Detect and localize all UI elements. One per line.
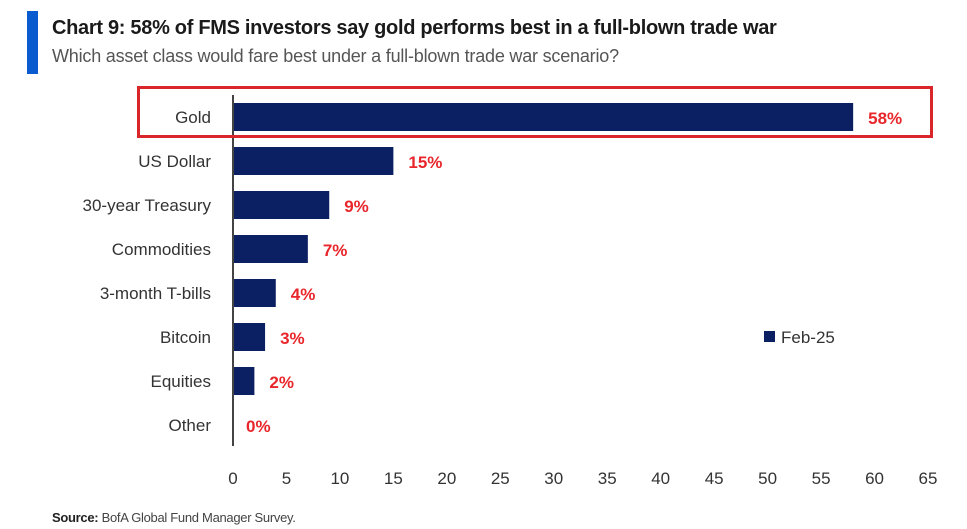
data-label: 4% — [291, 285, 316, 304]
chart-title: Chart 9: 58% of FMS investors say gold p… — [52, 17, 777, 39]
accent-bar — [27, 11, 38, 74]
source-note: Source: BofA Global Fund Manager Survey. — [52, 510, 296, 525]
bar-equities — [233, 367, 255, 395]
data-label: 7% — [323, 241, 348, 260]
x-tick-label: 60 — [865, 469, 884, 488]
chart-subtitle: Which asset class would fare best under … — [52, 46, 619, 66]
x-tick-label: 50 — [758, 469, 777, 488]
x-tick-label: 45 — [705, 469, 724, 488]
bar-gold — [233, 103, 854, 131]
data-label: 0% — [246, 417, 271, 436]
source-text: BofA Global Fund Manager Survey. — [101, 510, 296, 525]
x-tick-label: 5 — [282, 469, 291, 488]
legend-label: Feb-25 — [781, 328, 835, 347]
bar-bitcoin — [233, 323, 266, 351]
x-tick-label: 30 — [544, 469, 563, 488]
category-label: US Dollar — [138, 152, 211, 171]
data-label: 58% — [868, 109, 902, 128]
x-tick-label: 55 — [812, 469, 831, 488]
source-label: Source: — [52, 510, 99, 525]
data-label: 3% — [280, 329, 305, 348]
x-tick-label: 0 — [228, 469, 237, 488]
bar-commodities — [233, 235, 308, 263]
category-label: Gold — [175, 108, 211, 127]
category-label: Bitcoin — [160, 328, 211, 347]
category-label: Other — [168, 416, 211, 435]
bar-3-month-t-bills — [233, 279, 276, 307]
x-tick-label: 20 — [437, 469, 456, 488]
x-tick-label: 40 — [651, 469, 670, 488]
x-tick-label: 10 — [330, 469, 349, 488]
category-label: Equities — [151, 372, 211, 391]
category-label: 3-month T-bills — [100, 284, 211, 303]
category-label: 30-year Treasury — [83, 196, 212, 215]
legend-swatch — [764, 331, 775, 342]
data-label: 15% — [408, 153, 442, 172]
x-tick-label: 15 — [384, 469, 403, 488]
data-label: 2% — [269, 373, 294, 392]
x-tick-label: 65 — [919, 469, 938, 488]
x-tick-label: 35 — [598, 469, 617, 488]
bar-30-year-treasury — [233, 191, 330, 219]
highlight-box-gold — [137, 86, 933, 138]
bar-us-dollar — [233, 147, 394, 175]
category-label: Commodities — [112, 240, 211, 259]
data-label: 9% — [344, 197, 369, 216]
x-tick-label: 25 — [491, 469, 510, 488]
